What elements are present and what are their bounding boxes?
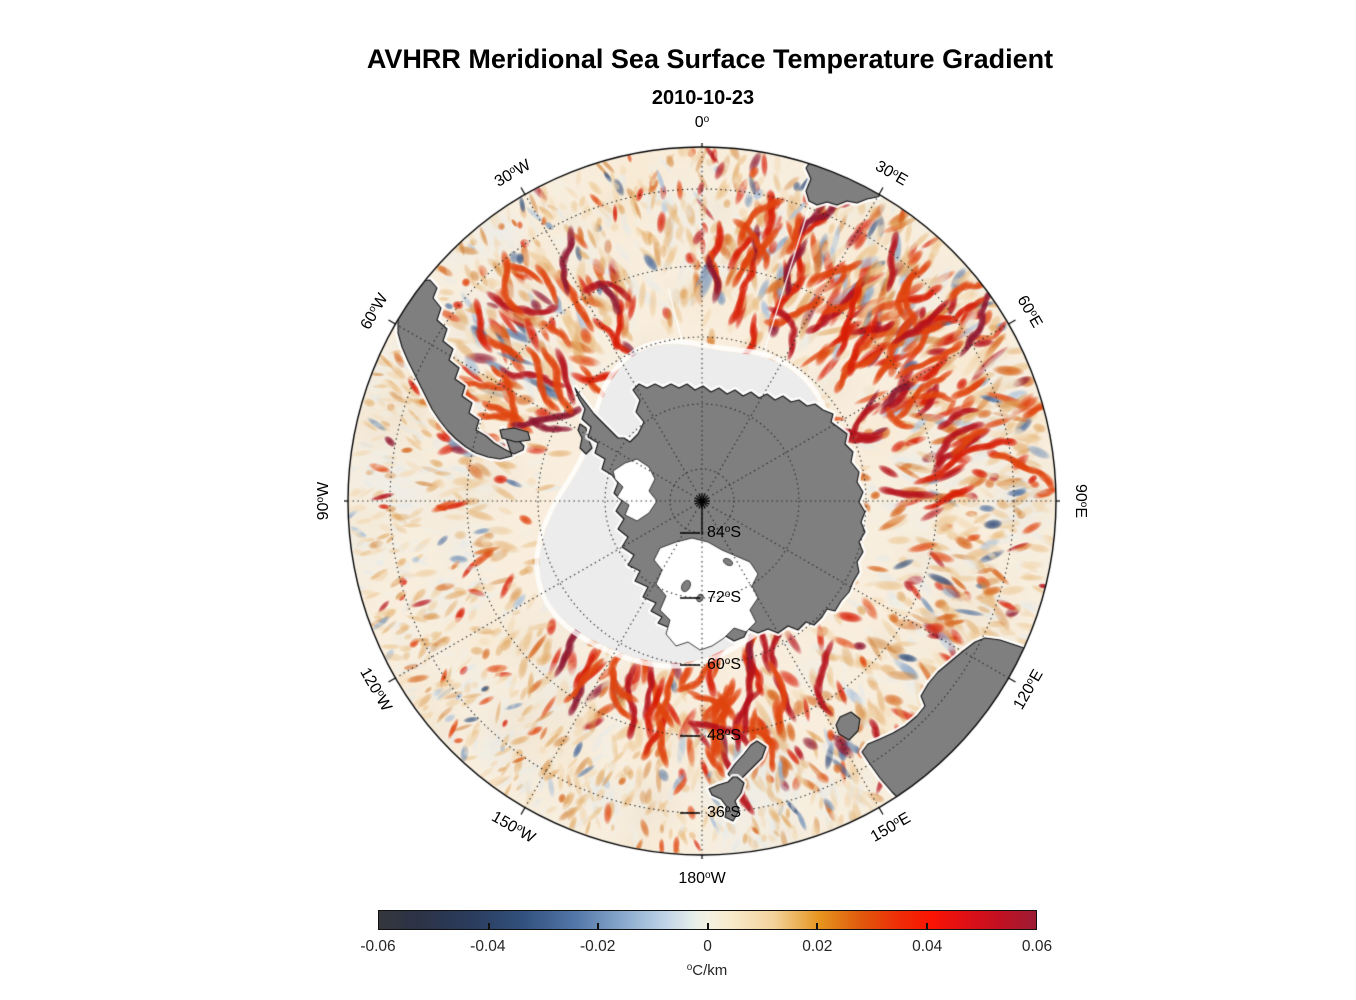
figure-date-subtitle: 2010-10-23 — [651, 87, 755, 109]
latitude-label-36°S: 36oS — [707, 804, 742, 821]
colorbar-tick-label: -0.02 — [579, 938, 616, 955]
latitude-label-84°S: 84oS — [707, 524, 742, 541]
colorbar-tick — [925, 923, 928, 929]
colorbar-tick-label: 0.06 — [1021, 938, 1053, 955]
colorbar-tick — [487, 923, 490, 929]
colorbar-tick — [706, 923, 709, 929]
latitude-label-48°S: 48oS — [707, 727, 742, 744]
colorbar-tick-label: 0.02 — [802, 938, 833, 955]
latitude-label-72°S: 72oS — [707, 589, 742, 606]
longitude-label-180°W: 180oW — [678, 870, 726, 887]
longitude-label-0°: 0o — [694, 114, 710, 131]
colorbar-tick — [597, 923, 599, 929]
colorbar-tick — [816, 923, 818, 929]
longitude-label-90°W: 90oW — [315, 481, 332, 521]
polar-map: 0o 30oE 60oE 90oE 120oE 150oE 180oW 150oW 120oW 9… — [315, 114, 1089, 887]
colorbar-tick-label: 0.04 — [912, 938, 943, 955]
figure-title: AVHRR Meridional Sea Surface Temperature… — [366, 44, 1054, 74]
colorbar-tick-label: 0 — [703, 938, 712, 955]
colorbar-tick-label: -0.04 — [470, 938, 506, 955]
latitude-label-60°S: 60oS — [707, 656, 742, 673]
colorbar-tick-label: -0.06 — [360, 938, 396, 955]
colorbar — [378, 910, 1037, 930]
colorbar-unit-label: oC/km — [686, 962, 728, 979]
sst-gradient-field-canvas — [344, 143, 1060, 859]
longitude-label-90°E: 90oE — [1072, 483, 1089, 519]
